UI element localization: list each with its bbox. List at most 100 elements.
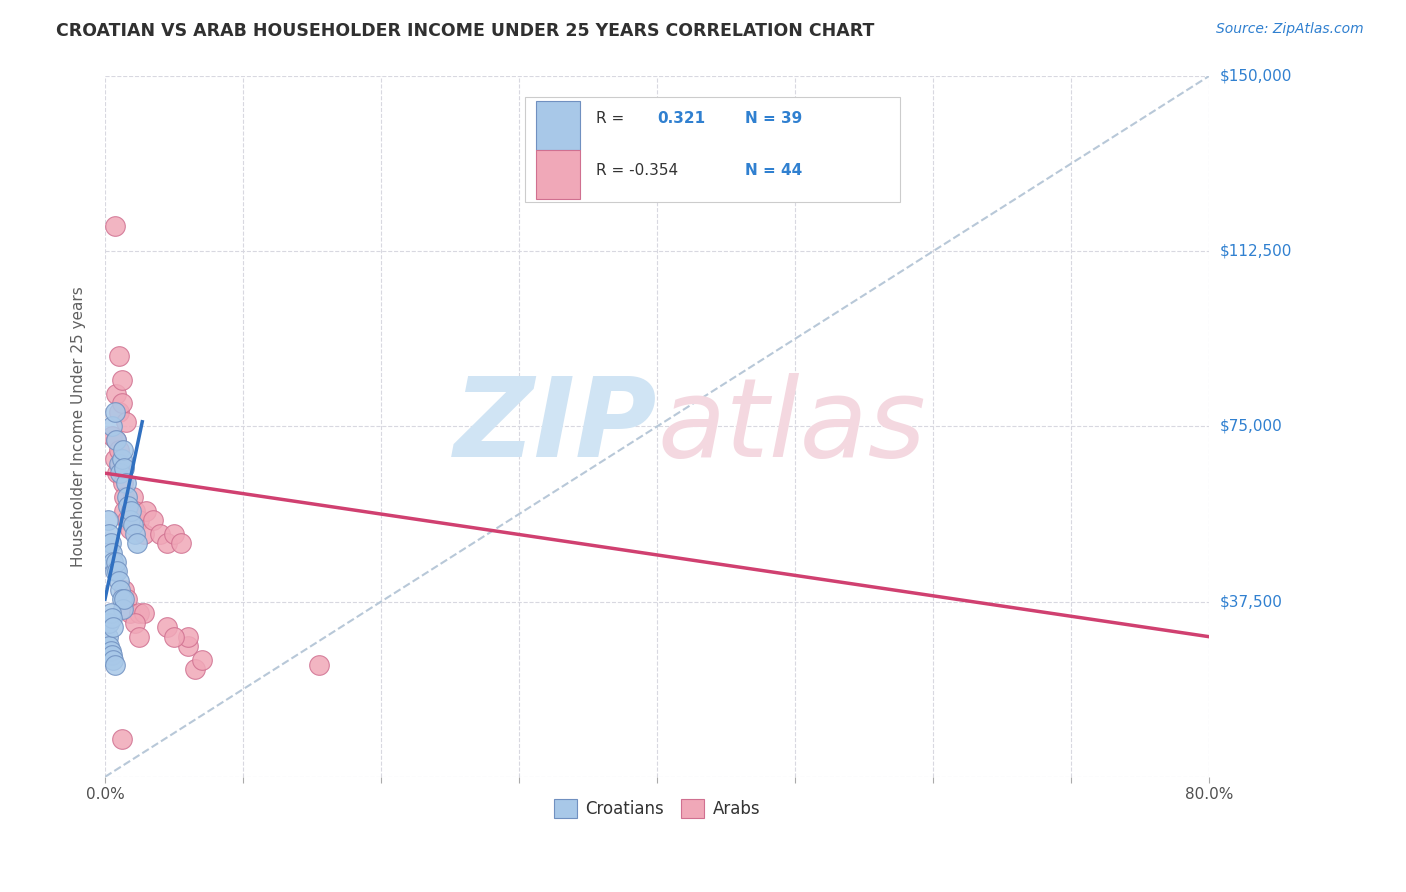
Text: $112,500: $112,500 bbox=[1220, 244, 1292, 259]
Text: CROATIAN VS ARAB HOUSEHOLDER INCOME UNDER 25 YEARS CORRELATION CHART: CROATIAN VS ARAB HOUSEHOLDER INCOME UNDE… bbox=[56, 22, 875, 40]
Point bbox=[104, 405, 127, 419]
Text: 0.321: 0.321 bbox=[657, 111, 706, 126]
Point bbox=[110, 732, 132, 747]
Point bbox=[107, 442, 129, 457]
Point bbox=[112, 503, 135, 517]
Point bbox=[163, 527, 186, 541]
Point bbox=[98, 615, 121, 630]
Text: atlas: atlas bbox=[657, 373, 925, 480]
Text: R = -0.354: R = -0.354 bbox=[596, 163, 679, 178]
Point bbox=[107, 564, 129, 578]
Point bbox=[107, 574, 129, 588]
Point bbox=[107, 457, 129, 471]
Point bbox=[105, 434, 128, 448]
Point bbox=[104, 657, 127, 672]
Point bbox=[118, 607, 141, 621]
Point bbox=[128, 607, 150, 621]
Point bbox=[103, 653, 125, 667]
Point bbox=[135, 503, 157, 517]
Point bbox=[100, 536, 122, 550]
FancyBboxPatch shape bbox=[524, 97, 900, 202]
Text: $150,000: $150,000 bbox=[1220, 69, 1292, 84]
Point bbox=[98, 527, 121, 541]
Text: ZIP: ZIP bbox=[454, 373, 657, 480]
Point bbox=[177, 630, 200, 644]
Point bbox=[101, 648, 124, 663]
Point bbox=[114, 415, 136, 429]
Text: N = 39: N = 39 bbox=[745, 111, 803, 126]
Point bbox=[156, 620, 179, 634]
Point bbox=[128, 513, 150, 527]
Point bbox=[118, 522, 141, 536]
Point bbox=[112, 461, 135, 475]
Point bbox=[112, 592, 135, 607]
Point bbox=[100, 607, 122, 621]
Point bbox=[112, 582, 135, 597]
Point bbox=[101, 419, 124, 434]
Point bbox=[101, 611, 124, 625]
Y-axis label: Householder Income Under 25 years: Householder Income Under 25 years bbox=[72, 286, 86, 566]
Point bbox=[115, 592, 138, 607]
Point bbox=[163, 630, 186, 644]
Point bbox=[132, 607, 155, 621]
FancyBboxPatch shape bbox=[536, 150, 579, 199]
Point bbox=[107, 405, 129, 419]
Point bbox=[101, 546, 124, 560]
Point bbox=[100, 643, 122, 657]
Point bbox=[124, 527, 146, 541]
Point bbox=[124, 615, 146, 630]
Point bbox=[105, 386, 128, 401]
Text: N = 44: N = 44 bbox=[745, 163, 803, 178]
Point bbox=[111, 475, 134, 490]
Point bbox=[110, 452, 132, 467]
Point bbox=[118, 513, 141, 527]
Point bbox=[112, 490, 135, 504]
Point bbox=[111, 442, 134, 457]
Point bbox=[132, 527, 155, 541]
Point bbox=[120, 503, 142, 517]
Text: $75,000: $75,000 bbox=[1220, 419, 1282, 434]
Point bbox=[183, 662, 205, 676]
Point bbox=[104, 564, 127, 578]
Point bbox=[104, 452, 127, 467]
Point bbox=[97, 513, 120, 527]
Point bbox=[111, 601, 134, 615]
Point bbox=[108, 466, 131, 480]
Point bbox=[190, 653, 212, 667]
Point bbox=[103, 555, 125, 569]
Point bbox=[105, 434, 128, 448]
Point bbox=[104, 219, 127, 233]
Point bbox=[107, 350, 129, 364]
Point bbox=[156, 536, 179, 550]
Point bbox=[125, 536, 148, 550]
Point bbox=[97, 630, 120, 644]
Point bbox=[121, 490, 143, 504]
Point bbox=[115, 490, 138, 504]
Point bbox=[114, 475, 136, 490]
Point bbox=[98, 639, 121, 653]
Text: R =: R = bbox=[596, 111, 624, 126]
Point bbox=[108, 457, 131, 471]
Point bbox=[308, 657, 330, 672]
Point bbox=[110, 592, 132, 607]
Point bbox=[142, 513, 165, 527]
Point bbox=[115, 513, 138, 527]
Point bbox=[170, 536, 193, 550]
Point bbox=[110, 396, 132, 410]
Point bbox=[105, 555, 128, 569]
Point bbox=[121, 517, 143, 532]
Text: Source: ZipAtlas.com: Source: ZipAtlas.com bbox=[1216, 22, 1364, 37]
Point bbox=[149, 527, 172, 541]
Point bbox=[177, 639, 200, 653]
Point bbox=[124, 503, 146, 517]
Legend: Croatians, Arabs: Croatians, Arabs bbox=[547, 792, 766, 824]
Point bbox=[117, 499, 139, 513]
Point bbox=[110, 373, 132, 387]
Point bbox=[107, 466, 129, 480]
Point bbox=[108, 582, 131, 597]
Point bbox=[101, 429, 124, 443]
FancyBboxPatch shape bbox=[536, 101, 579, 150]
Point bbox=[128, 630, 150, 644]
Text: $37,500: $37,500 bbox=[1220, 594, 1284, 609]
Point bbox=[103, 620, 125, 634]
